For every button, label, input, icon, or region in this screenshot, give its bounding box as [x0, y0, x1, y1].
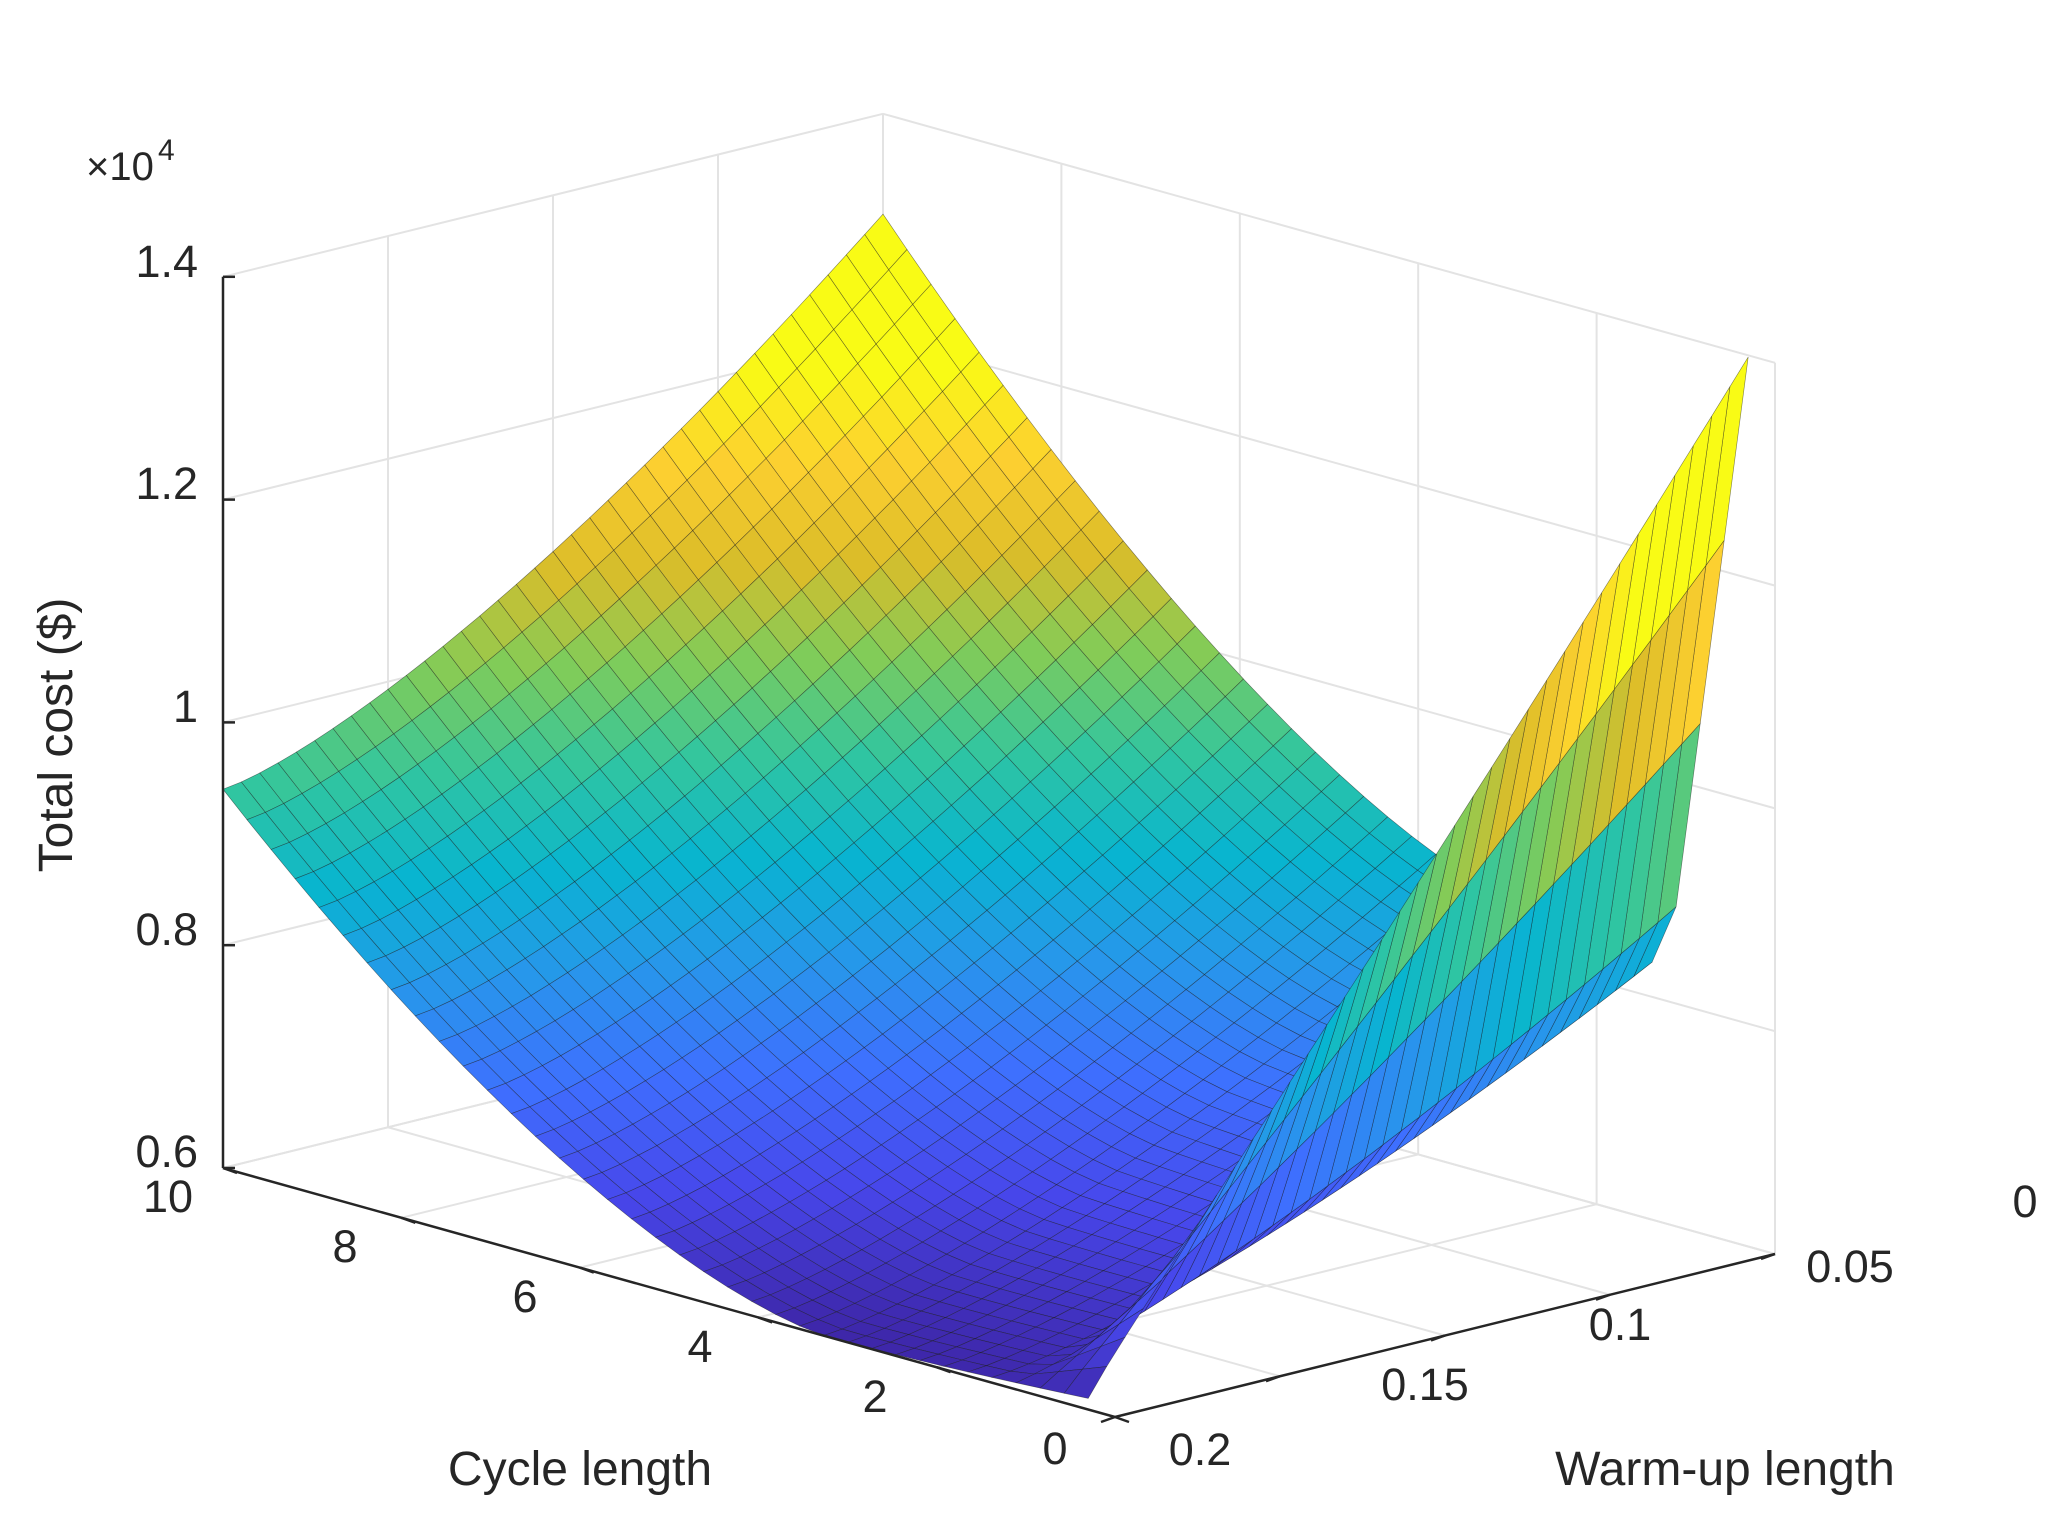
z-axis-multiplier: ×10 — [86, 145, 154, 189]
grid-line — [882, 112, 1776, 364]
x-tick-mark — [579, 1266, 595, 1274]
y-tick-label: 0 — [2012, 1176, 2037, 1227]
y-tick-mark — [1430, 1334, 1446, 1342]
cost-surface — [222, 213, 1749, 1399]
y-tick-label: 0.15 — [1381, 1359, 1469, 1410]
y-axis-title: Warm-up length — [1555, 1443, 1895, 1496]
tick-marks — [222, 275, 1776, 1424]
z-axis-exponent: 4 — [158, 134, 175, 167]
x-axis-title: Cycle length — [448, 1443, 712, 1496]
grid-line — [882, 335, 1776, 587]
y-tick-mark — [1265, 1375, 1281, 1383]
y-tick-label: 0.05 — [1806, 1241, 1894, 1292]
surface-patch — [1063, 1366, 1108, 1399]
z-tick-label: 1 — [173, 681, 198, 732]
y-tick-mark — [1595, 1293, 1611, 1301]
x-tick-label: 4 — [687, 1321, 712, 1372]
z-tick-label: 1.4 — [135, 236, 198, 287]
x-tick-label: 8 — [332, 1221, 357, 1272]
z-tick-label: 0.6 — [135, 1126, 198, 1177]
x-axis-line — [222, 1166, 1116, 1419]
x-tick-label: 2 — [862, 1371, 887, 1422]
z-tick-label: 0.8 — [135, 904, 198, 955]
y-tick-mark — [1100, 1415, 1116, 1424]
x-tick-mark — [1114, 1415, 1130, 1424]
z-tick-label: 1.2 — [135, 458, 198, 509]
x-tick-label: 0 — [1042, 1423, 1067, 1474]
y-tick-label: 0.2 — [1169, 1424, 1232, 1475]
y-tick-mark — [1760, 1252, 1776, 1261]
x-tick-mark — [936, 1366, 952, 1374]
y-tick-label: 0.1 — [1589, 1299, 1652, 1350]
x-tick-mark — [757, 1316, 773, 1324]
x-tick-label: 6 — [512, 1271, 537, 1322]
z-axis-title: Total cost ($) — [30, 598, 83, 873]
grid-line — [222, 112, 884, 278]
x-tick-mark — [400, 1216, 416, 1224]
x-tick-label: 10 — [143, 1171, 193, 1222]
